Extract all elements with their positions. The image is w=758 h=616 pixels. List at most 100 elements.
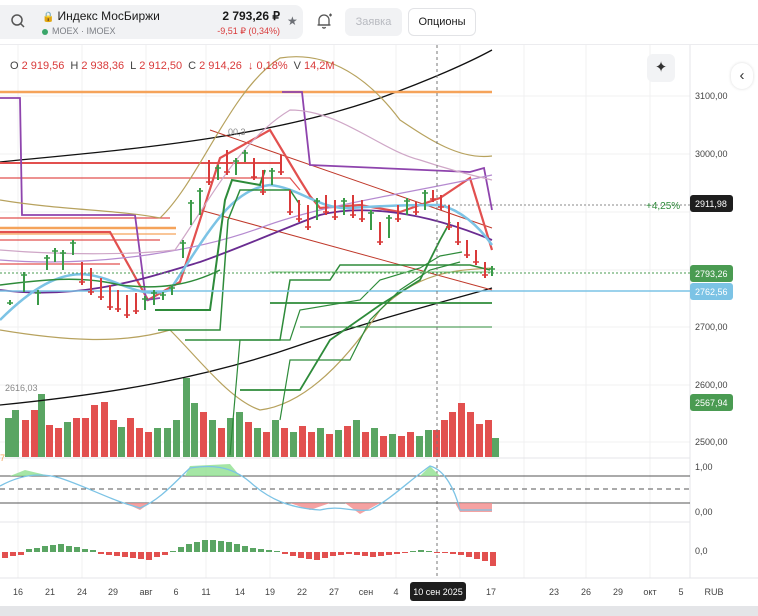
price-tick: 3000,00 — [695, 149, 728, 159]
macd-bar — [226, 542, 232, 552]
macd-bar — [130, 552, 136, 558]
change-value: ↓ 0,18% — [247, 60, 288, 72]
search-icon — [11, 14, 25, 28]
macd-bar — [42, 546, 48, 552]
overlay-label: 00,3 — [228, 127, 246, 137]
macd-bar — [74, 547, 80, 552]
lock-icon: 🔒 — [42, 12, 55, 23]
ticker-selector[interactable]: 🔒 Индекс МосБиржи MOEX · IMOEX 2 793,26 ₽… — [0, 5, 303, 39]
volume-bar — [389, 434, 396, 457]
macd-bar — [394, 552, 400, 554]
current-price-label: 2793,26 — [695, 269, 728, 279]
volume-bar — [335, 430, 342, 457]
macd-bar — [442, 552, 448, 553]
volume-bar — [290, 432, 297, 457]
volume-bar — [362, 432, 369, 457]
header-divider — [0, 44, 758, 45]
crosshair-date-box — [410, 582, 466, 601]
macd-bar — [18, 552, 24, 555]
macd-bar — [178, 547, 184, 552]
o-label: O — [10, 60, 19, 72]
macd-bar — [426, 551, 432, 552]
time-tick: авг — [139, 587, 153, 597]
volume-bar — [12, 410, 19, 457]
macd-bar — [482, 552, 488, 561]
macd-bar — [354, 552, 360, 555]
v-value: 14,2M — [304, 60, 335, 72]
star-icon[interactable]: ★ — [287, 14, 298, 28]
macd-bar — [338, 552, 344, 555]
volume-bar — [476, 424, 483, 457]
l-value: 2 912,50 — [139, 60, 183, 72]
macd-bar — [170, 551, 176, 552]
long-ma-lower — [0, 287, 493, 406]
macd-bar — [106, 552, 112, 555]
volume-bar — [73, 418, 80, 457]
macd-bar — [490, 552, 496, 566]
macd-bar — [146, 552, 152, 560]
options-button[interactable]: Опционы — [408, 8, 476, 36]
macd-bar — [138, 552, 144, 559]
h-label: H — [70, 60, 79, 72]
macd-bar — [122, 552, 128, 557]
macd-bar — [290, 552, 296, 556]
volume-bar — [91, 405, 98, 457]
volume-bar — [344, 426, 351, 457]
volume-bar — [371, 428, 378, 457]
time-tick: 27 — [329, 587, 339, 597]
macd-bar — [50, 545, 56, 552]
exchange-dot-icon — [42, 28, 48, 35]
purple-lines — [0, 91, 493, 302]
time-tick: окт — [643, 587, 656, 597]
low-price-box — [690, 394, 733, 411]
macd-bar — [98, 552, 104, 554]
volume-bar — [458, 403, 465, 457]
green-lines — [0, 169, 492, 456]
macd-bar — [234, 544, 240, 552]
macd-bar — [450, 552, 456, 554]
bell-icon[interactable] — [315, 12, 333, 30]
volume-bar — [110, 420, 117, 457]
volume-bar — [154, 428, 161, 457]
volume-bar — [398, 436, 405, 457]
macd-bar — [162, 552, 168, 555]
oscillator-tick: 0,00 — [695, 507, 713, 517]
crosshair-date-label: 10 сен 2025 — [413, 587, 463, 597]
currency-label[interactable]: RUB — [704, 587, 723, 597]
price-tick: 2500,00 — [695, 437, 728, 447]
time-tick: 26 — [581, 587, 591, 597]
low-price-label: 2567,94 — [695, 398, 728, 408]
oscillator-pane — [0, 464, 690, 514]
time-axis: 16 21 24 29 авг 6 11 14 19 22 27 сен 4 17 23 26 29 окт 5 — [13, 587, 684, 597]
order-button[interactable]: Заявка — [345, 8, 402, 36]
volume-bar — [308, 432, 315, 457]
volume-bar — [173, 420, 180, 457]
price-tick: 3100,00 — [695, 91, 728, 101]
h-value: 2 938,36 — [81, 60, 125, 72]
macd-bar — [58, 544, 64, 552]
volume-bar — [416, 436, 423, 457]
macd-bar — [202, 540, 208, 552]
volume-ref-label: 2616,03 — [5, 383, 38, 393]
macd-bar — [322, 552, 328, 558]
sparkle-icon[interactable]: ✦ — [647, 54, 675, 82]
macd-bar — [2, 552, 8, 558]
price-axis: 3100,00 3000,00 2700,00 2600,00 2500,00 — [695, 91, 728, 447]
macd-bar — [266, 550, 272, 552]
ticker-name-text: Индекс МосБиржи — [57, 9, 160, 23]
price-chart[interactable]: 3100,00 3000,00 2700,00 2600,00 2500,00 … — [0, 45, 758, 606]
macd-bar — [154, 552, 160, 557]
ma-price-box — [690, 283, 733, 300]
macd-bar — [330, 552, 336, 556]
macd-bar — [306, 552, 312, 559]
volume-bar — [449, 412, 456, 457]
macd-bar — [26, 549, 32, 552]
c-label: C — [188, 60, 197, 72]
time-tick: 5 — [678, 587, 683, 597]
volume-bar — [200, 412, 207, 457]
volume-bar — [64, 422, 71, 457]
chevron-left-icon[interactable]: ‹ — [731, 63, 753, 89]
volume-bar — [183, 378, 190, 457]
